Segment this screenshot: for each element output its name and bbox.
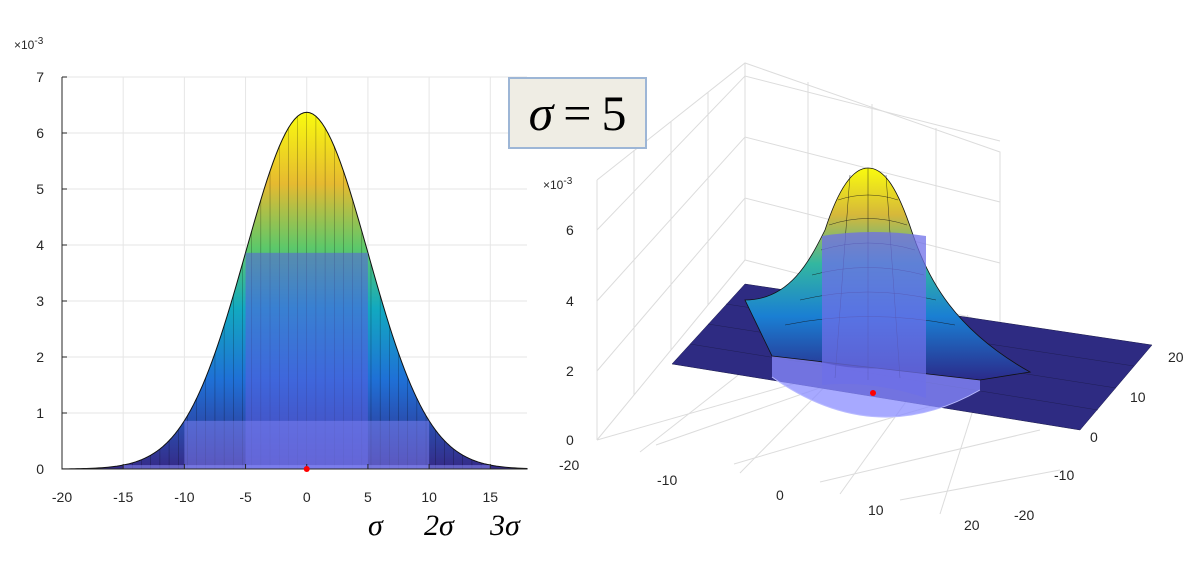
svg-text:10: 10: [1130, 389, 1146, 405]
left-y-tick-label: 5: [36, 181, 44, 197]
svg-text:0: 0: [1090, 429, 1098, 445]
left-y-tick-label: 2: [36, 349, 44, 365]
left-center-marker: [303, 466, 310, 472]
svg-text:-10: -10: [1054, 467, 1074, 483]
left-axes: [61, 76, 527, 470]
svg-text:-10: -10: [657, 472, 677, 488]
formula-value: 5: [601, 85, 627, 141]
left-gaussian-chart: -20 -15 -10 -5 0 5 10 15 0 1 2 3 4 5 6 7 ×10-3 σ 2σ 3σ: [14, 36, 528, 542]
right-z-exponent: ×10-3: [543, 176, 573, 192]
left-x-tick-label: 5: [364, 489, 372, 505]
left-y-tick-label: 1: [36, 405, 44, 421]
svg-text:0: 0: [566, 432, 574, 448]
left-x-tick-label: 0: [303, 489, 311, 505]
formula-equals: =: [563, 85, 592, 141]
formula-symbol: σ: [528, 85, 554, 141]
left-y-tick-label: 4: [36, 237, 44, 253]
left-tick-labels: -20 -15 -10 -5 0 5 10 15 0 1 2 3 4 5 6 7: [36, 69, 498, 505]
svg-text:2: 2: [566, 363, 574, 379]
left-x-tick-label: 15: [483, 489, 499, 505]
svg-text:0: 0: [776, 487, 784, 503]
svg-text:20: 20: [1168, 349, 1184, 365]
sigma-formula-box: σ = 5: [508, 77, 647, 149]
left-x-tick-label: -15: [113, 489, 133, 505]
svg-text:20: 20: [964, 517, 980, 533]
right-center-marker: [870, 390, 876, 396]
left-x-tick-label: -20: [52, 489, 72, 505]
right-y-ticks: -20 -10 0 10 20: [1014, 349, 1184, 523]
left-y-exponent: ×10-3: [14, 36, 44, 52]
sigma-label-3: 3σ: [489, 509, 521, 542]
left-sigma-band-2: [184, 420, 430, 469]
left-y-tick-label: 7: [36, 69, 44, 85]
right-sigma-cylinder: [822, 232, 926, 398]
svg-text:-20: -20: [559, 457, 579, 473]
right-z-ticks: 0 2 4 6: [566, 222, 574, 448]
left-y-tick-label: 3: [36, 293, 44, 309]
left-sigma-bands: [123, 252, 491, 469]
left-x-tick-label: 10: [421, 489, 437, 505]
left-y-tick-label: 6: [36, 125, 44, 141]
svg-text:10: 10: [868, 502, 884, 518]
sigma-label-2: 2σ: [424, 509, 455, 542]
sigma-labels: σ 2σ 3σ: [368, 509, 521, 542]
svg-text:4: 4: [566, 293, 574, 309]
left-y-tick-label: 0: [36, 461, 44, 477]
sigma-label-1: σ: [368, 509, 384, 542]
svg-text:6: 6: [566, 222, 574, 238]
left-x-tick-label: -5: [239, 489, 252, 505]
right-x-ticks: -20 -10 0 10 20: [559, 457, 980, 533]
left-x-tick-label: -10: [174, 489, 194, 505]
right-3d-chart: 0 2 4 6 ×10-3 -20 -10 0 10 20 -20 -10 0 …: [543, 62, 1184, 533]
svg-text:-20: -20: [1014, 507, 1034, 523]
